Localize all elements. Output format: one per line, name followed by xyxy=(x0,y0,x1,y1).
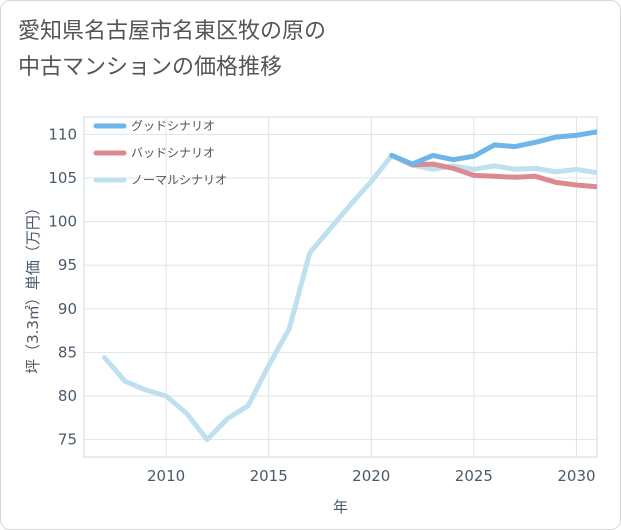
y-tick-label: 100 xyxy=(48,213,77,231)
x-tick-label: 2025 xyxy=(455,467,493,485)
y-tick-label: 95 xyxy=(58,256,77,274)
x-tick-label: 2020 xyxy=(352,467,390,485)
x-tick-label: 2030 xyxy=(557,467,595,485)
y-tick-label: 75 xyxy=(58,431,77,449)
y-tick-label: 110 xyxy=(48,125,77,143)
series-line-3 xyxy=(102,152,597,443)
x-tick-label: 2010 xyxy=(147,467,185,485)
y-tick-label: 85 xyxy=(58,343,77,361)
y-tick-label: 90 xyxy=(58,300,77,318)
y-axis-ticks: 75 80 85 90 95 100 105 110 xyxy=(48,125,77,448)
legend-label: グッドシナリオ xyxy=(131,119,215,133)
y-tick-label: 105 xyxy=(48,169,77,187)
y-axis-title: 坪（3.3㎡）単価（万円） xyxy=(24,200,42,374)
chart-title: 愛知県名古屋市名東区牧の原の 中古マンションの価格推移 xyxy=(18,14,326,86)
legend-label: ノーマルシナリオ xyxy=(131,173,227,187)
plot-frame xyxy=(83,116,598,458)
chart-title-line-2: 中古マンションの価格推移 xyxy=(18,55,283,80)
y-tick-label: 80 xyxy=(58,387,77,405)
chart-title-line-1: 愛知県名古屋市名東区牧の原の xyxy=(18,19,327,44)
series-line-2 xyxy=(389,152,597,190)
x-axis-title: 年 xyxy=(333,498,348,516)
series-line-1 xyxy=(389,129,597,167)
series-layer xyxy=(102,129,597,443)
x-tick-label: 2015 xyxy=(250,467,288,485)
x-axis-ticks: 2010 2015 2020 2025 2030 xyxy=(147,467,596,485)
legend-label: バッドシナリオ xyxy=(131,146,215,160)
